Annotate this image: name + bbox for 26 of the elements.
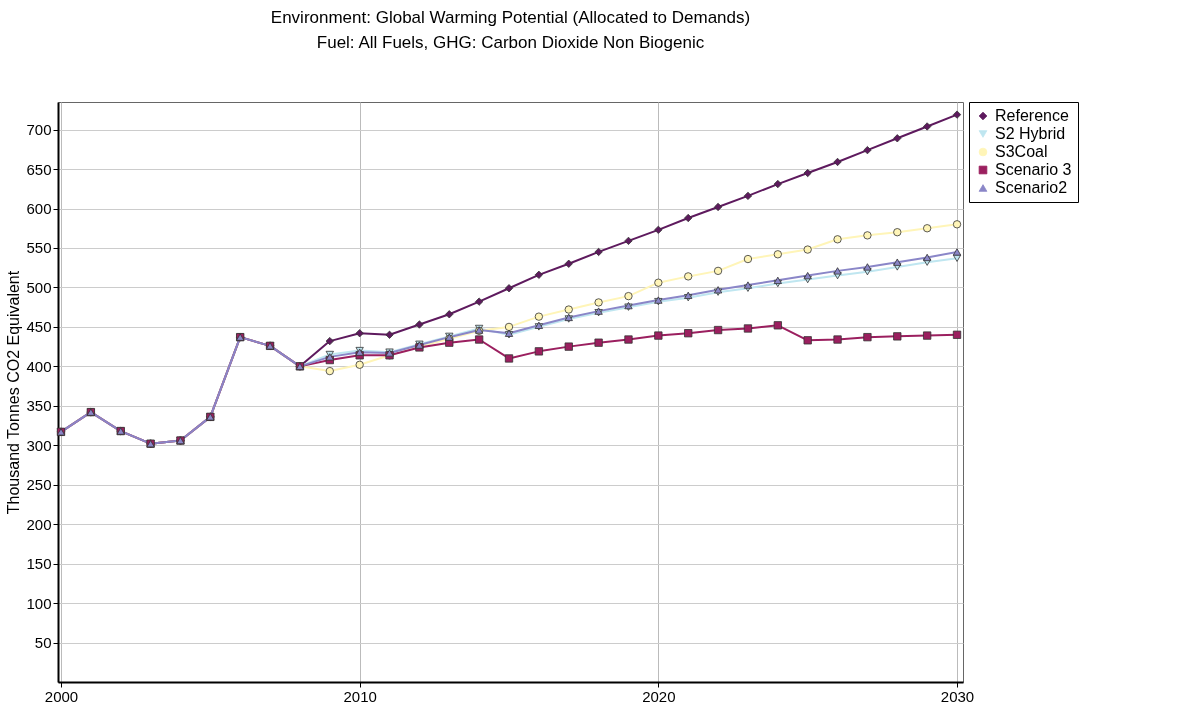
y-tick-label: 100 — [26, 594, 52, 612]
x-tick-label: 2010 — [343, 687, 377, 705]
legend-label: Scenario2 — [995, 179, 1068, 196]
legend-label: Scenario 3 — [995, 161, 1072, 178]
chart-subtitle: Fuel: All Fuels, GHG: Carbon Dioxide Non Biogenic — [316, 32, 705, 52]
y-tick-label: 250 — [26, 476, 52, 494]
x-tick-label: 2020 — [642, 687, 676, 705]
y-tick-label: 300 — [26, 436, 52, 454]
y-tick-label: 650 — [26, 160, 52, 178]
y-tick-label: 600 — [26, 200, 52, 218]
y-tick-label: 50 — [34, 634, 52, 652]
legend-label: Reference — [995, 107, 1069, 124]
y-tick-label: 350 — [26, 397, 52, 415]
x-tick-label: 2030 — [940, 687, 975, 705]
y-tick-label: 400 — [26, 357, 52, 375]
y-tick-label: 450 — [26, 318, 52, 336]
chart-title: Environment: Global Warming Potential (Allocated to Demands) — [270, 7, 751, 27]
legend-label: S3Coal — [995, 143, 1048, 160]
y-tick-label: 550 — [26, 239, 52, 257]
y-tick-label: 500 — [26, 278, 52, 296]
x-tick-label: 2000 — [44, 687, 79, 705]
y-tick-label: 200 — [26, 515, 52, 533]
y-tick-label: 150 — [26, 555, 52, 573]
legend-label: S2 Hybrid — [995, 125, 1066, 142]
y-tick-label: 700 — [26, 121, 52, 139]
y-axis-title: Thousand Tonnes CO2 Equivalent — [5, 270, 23, 515]
